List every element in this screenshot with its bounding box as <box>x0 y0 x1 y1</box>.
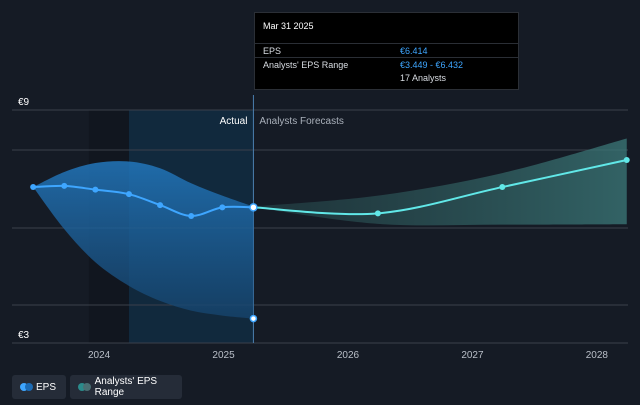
tooltip-analysts-count: 17 Analysts <box>400 73 447 83</box>
range-legend-dot-secondary <box>83 383 91 391</box>
x-tick-label: 2028 <box>586 350 609 361</box>
eps-actual-point <box>61 182 68 189</box>
eps-selected-point <box>249 203 258 212</box>
legend-eps-range-button[interactable]: Analysts' EPS Range <box>70 375 182 399</box>
legend-eps-button[interactable]: EPS <box>12 375 66 399</box>
tooltip-range-value: €3.449 - €6.432 <box>400 60 464 70</box>
x-tick-label: 2027 <box>461 350 484 361</box>
x-tick-label: 2025 <box>212 350 235 361</box>
eps-forecast-point <box>374 210 381 217</box>
eps-actual-point <box>219 204 226 211</box>
eps-legend-icon <box>20 383 33 391</box>
eps-actual-point <box>125 191 132 198</box>
x-tick-label: 2024 <box>88 350 111 361</box>
actual-region-label: Actual <box>220 116 248 127</box>
tooltip-range-label: Analysts' EPS Range <box>263 60 349 70</box>
x-tick-label: 2026 <box>337 350 360 361</box>
eps-actual-point <box>157 202 164 209</box>
y-tick-label-bottom: €3 <box>18 330 30 341</box>
axis-labels: €9 €3 2024 2025 2026 2027 2028 Actual Analysts F… <box>18 97 608 361</box>
eps-actual-point <box>30 184 37 191</box>
eps-tooltip: Mar 31 2025 EPS €6.414 Analysts' EPS Ran… <box>254 12 519 90</box>
eps-points <box>30 156 630 323</box>
eps-forecast-point <box>499 184 506 191</box>
eps-range-bands <box>33 138 627 319</box>
tooltip-eps-value: €6.414 <box>400 46 428 56</box>
tooltip-date: Mar 31 2025 <box>263 21 314 31</box>
eps-actual-point <box>188 212 195 219</box>
y-tick-label-top: €9 <box>18 97 30 108</box>
tooltip-analysts-row: 17 Analysts <box>255 71 518 85</box>
legend-eps-label: EPS <box>35 381 56 393</box>
eps-forecast-line <box>253 159 627 216</box>
legend-range-label: Analysts' EPS Range <box>94 376 158 398</box>
tooltip-eps-label: EPS <box>263 46 282 56</box>
forecast-region-label: Analysts Forecasts <box>259 116 343 127</box>
eps-forecast-point <box>623 156 630 163</box>
tooltip-range-row: Analysts' EPS Range €3.449 - €6.432 <box>255 57 518 72</box>
eps-actual-point <box>92 186 99 193</box>
actual-eps-range-band <box>33 161 254 319</box>
tooltip-eps-row: EPS €6.414 <box>255 43 518 58</box>
eps-legend-dot <box>20 383 28 391</box>
eps-range-low-point <box>249 314 258 323</box>
range-legend-icon <box>78 383 91 391</box>
forecast-eps-range-band <box>253 138 627 226</box>
eps-legend-dot-secondary <box>25 383 33 391</box>
range-legend-dot <box>78 383 86 391</box>
